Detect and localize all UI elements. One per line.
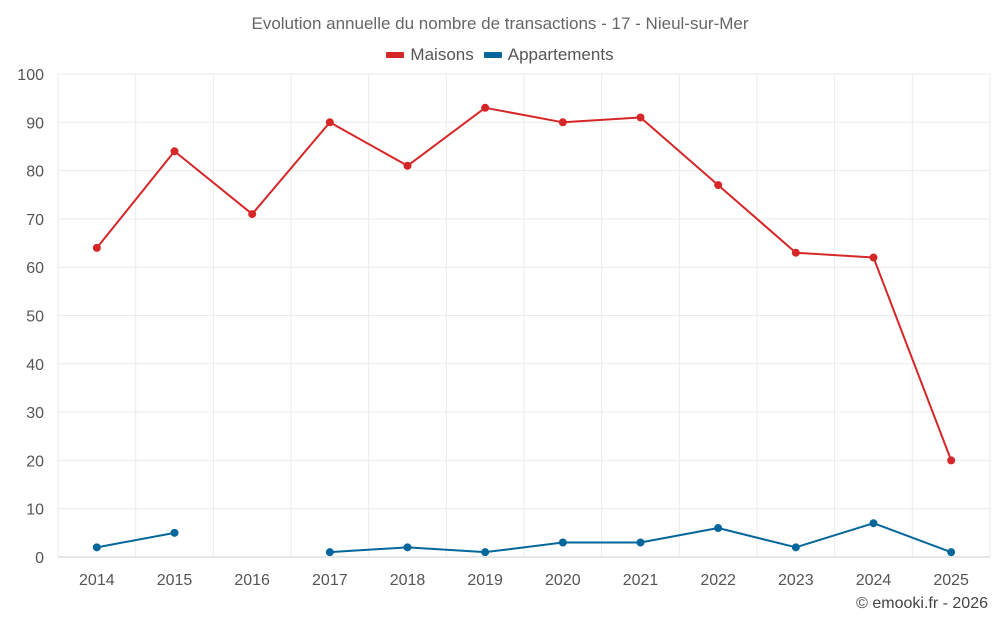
data-point-appartements-2024 xyxy=(869,519,878,528)
series-line-appartements-1 xyxy=(329,522,952,554)
data-point-maisons-2015 xyxy=(170,147,179,156)
data-point-maisons-2021 xyxy=(636,113,645,122)
series-line-maisons-0 xyxy=(96,106,953,461)
y-tick-label-40: 40 xyxy=(26,357,44,374)
legend-swatch-maisons xyxy=(386,52,405,58)
y-tick-label-80: 80 xyxy=(26,164,44,181)
data-point-maisons-2016 xyxy=(248,210,257,219)
data-point-appartements-2014 xyxy=(92,543,101,552)
data-point-maisons-2018 xyxy=(403,161,412,170)
x-tick-label-2015: 2015 xyxy=(157,572,193,589)
chart-title: Evolution annuelle du nombre de transact… xyxy=(251,14,749,33)
data-point-appartements-2018 xyxy=(403,543,412,552)
legend: Maisons Appartements xyxy=(0,45,1000,65)
data-point-maisons-2014 xyxy=(92,243,101,252)
data-point-maisons-2023 xyxy=(791,248,800,257)
data-point-maisons-2019 xyxy=(481,103,490,112)
credit-text: © emooki.fr - 2026 xyxy=(856,595,988,612)
data-point-maisons-2022 xyxy=(714,181,723,190)
y-tick-label-90: 90 xyxy=(26,115,44,132)
x-tick-label-2024: 2024 xyxy=(856,572,892,589)
y-tick-label-100: 100 xyxy=(17,67,44,84)
data-point-maisons-2025 xyxy=(947,456,956,465)
data-point-maisons-2020 xyxy=(558,118,567,127)
x-tick-label-2018: 2018 xyxy=(390,572,426,589)
x-tick-label-2023: 2023 xyxy=(778,572,814,589)
x-tick-label-2022: 2022 xyxy=(700,572,736,589)
x-tick-label-2017: 2017 xyxy=(312,572,348,589)
x-tick-label-2021: 2021 xyxy=(623,572,659,589)
legend-item-appartements[interactable]: Appartements xyxy=(483,45,614,65)
y-tick-label-60: 60 xyxy=(26,260,44,277)
data-point-appartements-2023 xyxy=(791,543,800,552)
data-point-maisons-2017 xyxy=(325,118,334,127)
x-tick-label-2020: 2020 xyxy=(545,572,581,589)
data-point-appartements-2017 xyxy=(325,548,334,557)
legend-swatch-appartements xyxy=(483,52,502,58)
y-tick-label-30: 30 xyxy=(26,405,44,422)
x-tick-label-2014: 2014 xyxy=(79,572,115,589)
data-point-maisons-2024 xyxy=(869,253,878,262)
x-tick-label-2016: 2016 xyxy=(234,572,270,589)
x-tick-label-2019: 2019 xyxy=(467,572,503,589)
y-tick-label-20: 20 xyxy=(26,453,44,470)
y-tick-label-10: 10 xyxy=(26,502,44,519)
data-point-appartements-2015 xyxy=(170,528,179,537)
legend-label-appartements: Appartements xyxy=(507,45,614,64)
y-tick-label-0: 0 xyxy=(35,550,44,567)
data-point-appartements-2020 xyxy=(558,538,567,547)
legend-item-maisons[interactable]: Maisons xyxy=(386,45,474,65)
data-point-appartements-2021 xyxy=(636,538,645,547)
y-tick-label-50: 50 xyxy=(26,309,44,326)
data-point-appartements-2025 xyxy=(947,548,956,557)
x-tick-label-2025: 2025 xyxy=(933,572,969,589)
legend-label-maisons: Maisons xyxy=(410,45,474,64)
y-tick-label-70: 70 xyxy=(26,212,44,229)
data-point-appartements-2019 xyxy=(481,548,490,557)
data-point-appartements-2022 xyxy=(714,524,723,533)
series-line-appartements-0 xyxy=(96,531,175,549)
